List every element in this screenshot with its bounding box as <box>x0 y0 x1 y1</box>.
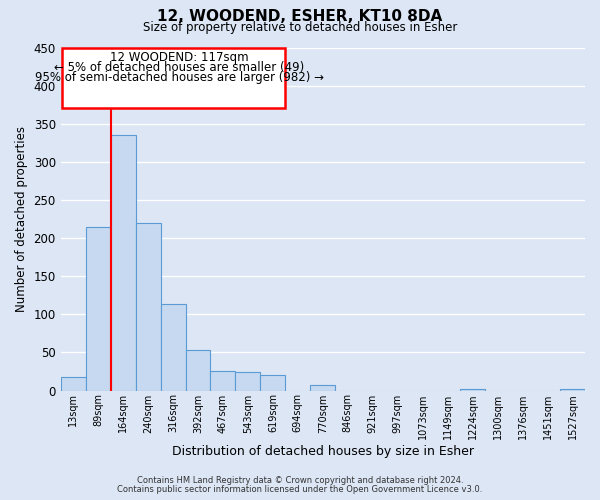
Bar <box>136 223 161 390</box>
Text: Contains public sector information licensed under the Open Government Licence v3: Contains public sector information licen… <box>118 485 482 494</box>
Bar <box>161 304 185 390</box>
Y-axis label: Number of detached properties: Number of detached properties <box>15 126 28 312</box>
Text: Contains HM Land Registry data © Crown copyright and database right 2024.: Contains HM Land Registry data © Crown c… <box>137 476 463 485</box>
Bar <box>460 389 485 390</box>
Bar <box>235 372 260 390</box>
Bar <box>86 226 110 390</box>
Text: ← 5% of detached houses are smaller (49): ← 5% of detached houses are smaller (49) <box>54 61 304 74</box>
Bar <box>110 135 136 390</box>
Text: 12, WOODEND, ESHER, KT10 8DA: 12, WOODEND, ESHER, KT10 8DA <box>157 9 443 24</box>
X-axis label: Distribution of detached houses by size in Esher: Distribution of detached houses by size … <box>172 444 474 458</box>
Bar <box>62 48 286 108</box>
Bar <box>211 372 235 390</box>
Text: 12 WOODEND: 117sqm: 12 WOODEND: 117sqm <box>110 52 248 64</box>
Text: 95% of semi-detached houses are larger (982) →: 95% of semi-detached houses are larger (… <box>35 71 324 84</box>
Bar <box>61 377 86 390</box>
Text: Size of property relative to detached houses in Esher: Size of property relative to detached ho… <box>143 21 457 34</box>
Bar <box>185 350 211 391</box>
Bar <box>560 389 585 390</box>
Bar <box>310 385 335 390</box>
Bar <box>260 376 286 390</box>
